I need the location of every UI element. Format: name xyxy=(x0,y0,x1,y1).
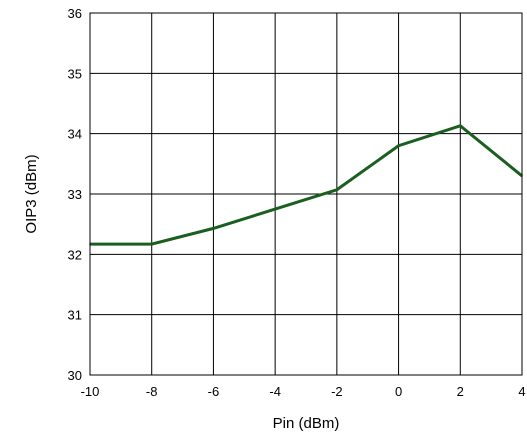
data-point xyxy=(397,144,400,147)
x-tick-label: -6 xyxy=(208,384,220,399)
y-axis-title: OIP3 (dBm) xyxy=(23,154,40,233)
x-tick-labels: -10 -8 -6 -4 -2 0 2 4 xyxy=(81,384,526,399)
series-line xyxy=(90,124,523,246)
grid-layer xyxy=(89,12,523,376)
x-tick-label: -8 xyxy=(146,384,158,399)
y-tick-label: 32 xyxy=(68,247,82,262)
plot-frame xyxy=(89,12,523,376)
y-tick-label: 31 xyxy=(68,308,82,323)
y-tick-label: 35 xyxy=(68,66,82,81)
x-tick-label: -4 xyxy=(269,384,281,399)
x-tick-label: -10 xyxy=(81,384,100,399)
x-tick-label: 0 xyxy=(395,384,402,399)
y-tick-labels: 30 31 32 33 34 35 36 xyxy=(68,6,82,383)
y-tick-label: 33 xyxy=(68,187,82,202)
data-point xyxy=(212,227,215,230)
series-layer xyxy=(89,124,523,246)
data-point xyxy=(150,243,153,245)
data-point xyxy=(459,125,462,127)
x-tick-label: 2 xyxy=(457,384,464,399)
data-point xyxy=(336,188,338,191)
x-axis-title: Pin (dBm) xyxy=(273,415,340,432)
x-tick-label: -2 xyxy=(331,384,343,399)
y-tick-label: 36 xyxy=(68,6,82,21)
y-tick-label: 30 xyxy=(68,368,82,383)
data-point xyxy=(274,208,276,210)
x-tick-label: 4 xyxy=(518,384,525,399)
y-tick-label: 34 xyxy=(68,127,82,142)
